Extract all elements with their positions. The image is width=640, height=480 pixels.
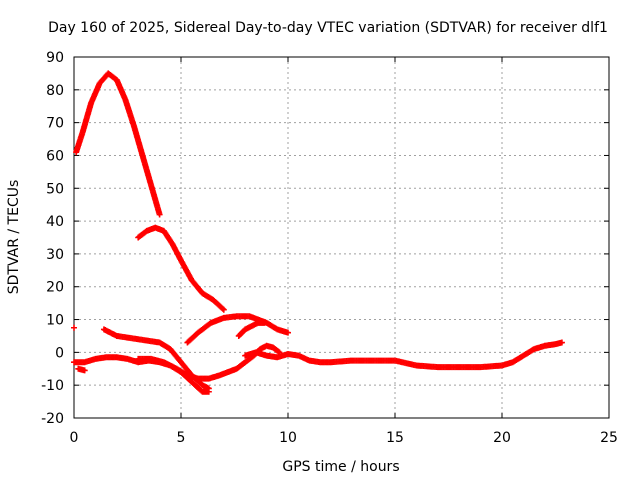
data-point <box>275 348 282 355</box>
data-point <box>285 329 291 336</box>
data-point <box>558 339 565 346</box>
series-outlier-a <box>71 324 77 331</box>
y-tick-label: 90 <box>46 50 64 66</box>
data-point <box>219 305 226 312</box>
y-tick-label: 30 <box>46 247 64 263</box>
axis-ticks <box>73 56 610 419</box>
x-tick-label: 25 <box>600 430 618 446</box>
y-tick-labels: -20 -10 0 10 20 30 40 50 60 70 80 90 <box>41 50 64 427</box>
y-tick-label: 0 <box>55 345 64 361</box>
y-tick-label: 70 <box>46 116 64 132</box>
data-point <box>261 319 268 326</box>
y-tick-label: -10 <box>41 378 64 394</box>
y-tick-label: 50 <box>46 181 64 197</box>
x-tick-labels: 0 5 10 15 20 25 <box>70 430 618 446</box>
data-point <box>220 306 227 313</box>
chart-title: Day 160 of 2025, Sidereal Day-to-day VTE… <box>48 20 608 36</box>
y-tick-label: 20 <box>46 280 64 296</box>
data-point <box>205 388 212 395</box>
y-tick-label: 40 <box>46 214 64 230</box>
y-axis-label: SDTVAR / TECUs <box>6 180 22 295</box>
series-arc-long <box>242 339 565 371</box>
x-tick-label: 20 <box>493 430 511 446</box>
y-tick-label: 10 <box>46 313 64 329</box>
x-axis-label: GPS time / hours <box>282 459 399 475</box>
x-tick-label: 15 <box>386 430 404 446</box>
series-arc-small <box>235 319 268 339</box>
series-arc-mid <box>135 224 227 313</box>
data-point <box>71 324 77 331</box>
gridlines <box>74 57 609 418</box>
data-series <box>71 70 565 395</box>
y-tick-label: -20 <box>41 411 64 427</box>
x-tick-label: 10 <box>279 430 297 446</box>
series-outlier-b <box>75 365 88 374</box>
y-tick-label: 80 <box>46 83 64 99</box>
x-tick-label: 0 <box>70 430 79 446</box>
plot-frame <box>73 56 610 419</box>
y-tick-label: 60 <box>46 148 64 164</box>
series-arc-high <box>73 70 163 218</box>
data-point <box>156 211 163 218</box>
data-point <box>81 367 88 374</box>
series-arc-base-b <box>135 342 283 382</box>
x-tick-label: 5 <box>177 430 186 446</box>
